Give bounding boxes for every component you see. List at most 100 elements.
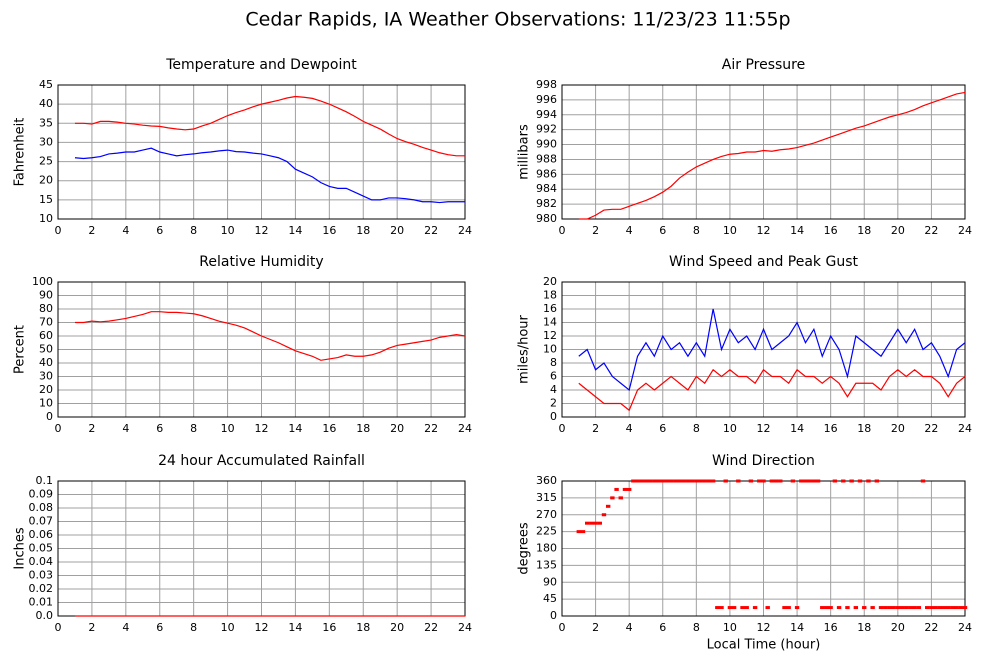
y-tick-label: 0 — [550, 609, 557, 622]
data-point — [744, 606, 749, 610]
x-tick-label: 2 — [88, 621, 95, 634]
x-tick-label: 20 — [390, 224, 404, 237]
y-tick-label: 990 — [536, 138, 557, 151]
x-tick-label: 4 — [626, 621, 633, 634]
data-point — [786, 606, 791, 610]
data-point — [618, 496, 623, 500]
x-tick-label: 12 — [757, 621, 771, 634]
x-tick-label: 8 — [693, 621, 700, 634]
x-tick-label: 6 — [156, 422, 163, 435]
y-axis-label: miles/hour — [517, 314, 532, 383]
x-tick-label: 24 — [458, 422, 472, 435]
data-point — [660, 479, 665, 483]
chart-title: Wind Direction — [712, 453, 815, 469]
x-tick-label: 22 — [424, 621, 438, 634]
x-tick-label: 0 — [559, 224, 566, 237]
x-tick-label: 20 — [891, 422, 905, 435]
x-tick-label: 18 — [356, 621, 370, 634]
data-point — [916, 606, 922, 610]
y-tick-label: 70 — [39, 316, 53, 329]
chart-panel: Wind Speed and Peak Gustmiles/hour024681… — [517, 254, 973, 435]
data-point — [698, 479, 703, 483]
data-point — [874, 479, 880, 483]
data-point — [958, 606, 964, 610]
data-point — [761, 479, 766, 483]
x-tick-label: 14 — [790, 224, 804, 237]
x-tick-label: 2 — [592, 621, 599, 634]
data-point — [878, 606, 884, 610]
y-tick-label: 6 — [550, 370, 557, 383]
plot-frame — [561, 84, 966, 220]
y-tick-label: 35 — [39, 116, 53, 129]
data-point — [862, 606, 867, 610]
data-point — [950, 606, 955, 610]
data-point — [941, 606, 947, 610]
y-tick-label: 90 — [39, 289, 53, 302]
x-tick-label: 0 — [559, 621, 566, 634]
data-point — [929, 606, 934, 610]
x-tick-label: 10 — [221, 621, 235, 634]
data-point — [681, 479, 686, 483]
data-point — [576, 530, 581, 534]
data-point — [946, 606, 951, 610]
data-line — [578, 368, 966, 412]
x-tick-label: 16 — [322, 621, 336, 634]
data-point — [920, 479, 926, 483]
x-tick-label: 2 — [592, 224, 599, 237]
y-tick-label: 10 — [543, 343, 557, 356]
data-point — [899, 606, 905, 610]
y-tick-label: 12 — [543, 329, 557, 342]
data-point — [589, 521, 594, 525]
y-tick-label: 45 — [543, 592, 557, 605]
data-point — [870, 606, 875, 610]
x-tick-label: 2 — [592, 422, 599, 435]
x-tick-label: 24 — [458, 224, 472, 237]
x-tick-label: 8 — [693, 224, 700, 237]
data-point — [895, 606, 901, 610]
y-tick-label: 980 — [536, 212, 557, 225]
data-point — [689, 479, 695, 483]
y-tick-label: 40 — [39, 97, 53, 110]
x-tick-label: 20 — [390, 621, 404, 634]
data-point — [832, 479, 838, 483]
chart-panel: Wind Direction degrees Local Time (hour) 0 4… — [517, 453, 973, 653]
x-axis-label: Local Time (hour) — [707, 638, 821, 653]
y-tick-label: 0.04 — [29, 555, 54, 568]
chart-panel: 24 hour Accumulated RainfallInches0.00.0… — [13, 453, 473, 634]
x-tick-label: 12 — [255, 224, 269, 237]
data-point — [962, 606, 968, 610]
plot-frame — [57, 84, 466, 220]
x-tick-label: 14 — [288, 224, 302, 237]
data-point — [593, 521, 598, 525]
data-point — [824, 606, 829, 610]
data-point — [723, 479, 728, 483]
x-tick-label: 18 — [857, 422, 871, 435]
x-tick-label: 22 — [924, 224, 938, 237]
y-tick-label: 0.05 — [29, 542, 54, 555]
x-tick-label: 4 — [626, 422, 633, 435]
y-tick-label: 0.0 — [36, 609, 54, 622]
y-axis-label: millibars — [517, 124, 532, 180]
data-point — [937, 606, 943, 610]
data-point — [811, 479, 817, 483]
x-tick-label: 24 — [958, 621, 972, 634]
data-point — [803, 479, 808, 483]
y-tick-label: 14 — [543, 316, 557, 329]
x-tick-label: 22 — [924, 621, 938, 634]
data-point — [673, 479, 678, 483]
data-point — [757, 479, 762, 483]
data-point — [849, 479, 854, 483]
y-tick-label: 25 — [39, 155, 53, 168]
data-point — [694, 479, 699, 483]
x-tick-label: 20 — [891, 224, 905, 237]
y-tick-label: 998 — [536, 78, 557, 91]
x-tick-label: 12 — [255, 621, 269, 634]
x-tick-label: 4 — [626, 224, 633, 237]
x-tick-label: 8 — [190, 224, 197, 237]
y-tick-label: 994 — [536, 108, 557, 121]
x-tick-label: 14 — [790, 621, 804, 634]
data-point — [614, 487, 619, 491]
data-line — [578, 91, 966, 220]
